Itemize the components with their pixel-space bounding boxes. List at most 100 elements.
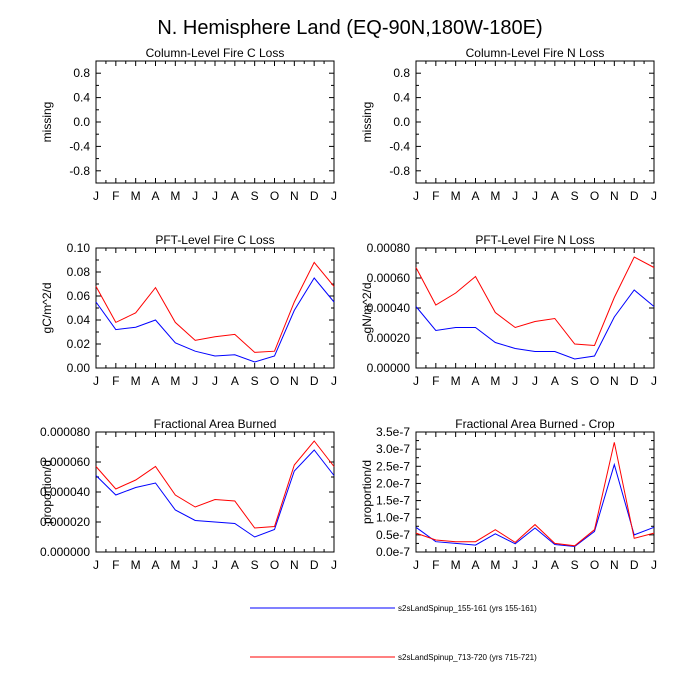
x-tick-label: J <box>532 374 538 388</box>
y-tick-label: -0.4 <box>389 139 410 153</box>
x-tick-label: M <box>170 374 180 388</box>
x-tick-label: N <box>290 374 299 388</box>
x-tick-label: J <box>512 374 518 388</box>
y-tick-label: 2.0e-7 <box>376 476 410 490</box>
y-tick-label: -0.4 <box>69 139 90 153</box>
x-tick-label: J <box>192 189 198 203</box>
y-tick-label: 1.0e-7 <box>376 511 410 525</box>
x-tick-label: M <box>490 189 500 203</box>
x-tick-label: J <box>651 374 657 388</box>
plot-frame <box>95 247 335 369</box>
legend: s2sLandSpinup_155-161 (yrs 155-161) s2sL… <box>250 604 537 662</box>
x-tick-label: J <box>331 189 337 203</box>
x-tick-label: J <box>331 374 337 388</box>
series-line-red <box>415 442 655 547</box>
x-tick-label: S <box>251 374 259 388</box>
x-tick-label: A <box>231 189 239 203</box>
y-axis-label: gC/m^2/d <box>40 283 54 334</box>
y-tick-label: 0.8 <box>73 66 90 80</box>
x-tick-label: F <box>432 558 439 572</box>
x-tick-label: M <box>170 558 180 572</box>
x-tick-label: A <box>551 374 559 388</box>
x-tick-label: O <box>590 558 599 572</box>
x-tick-label: J <box>192 374 198 388</box>
series-line-blue <box>95 449 335 538</box>
x-tick-label: N <box>290 189 299 203</box>
x-tick-label: J <box>192 558 198 572</box>
x-tick-label: S <box>571 558 579 572</box>
x-tick-label: M <box>170 189 180 203</box>
x-tick-label: J <box>413 558 419 572</box>
plot-frame <box>95 431 335 553</box>
y-tick-label: 0.10 <box>67 241 91 255</box>
y-tick-label: 0.0 <box>73 115 90 129</box>
plot-frame <box>95 60 335 184</box>
y-tick-label: 0.0 <box>393 115 410 129</box>
y-axis-label: gN/m^2/d <box>360 283 374 334</box>
series-line-blue <box>95 277 335 363</box>
x-tick-label: D <box>310 558 319 572</box>
x-tick-label: F <box>432 374 439 388</box>
x-tick-label: D <box>630 558 639 572</box>
y-tick-label: 0.00000 <box>367 361 411 375</box>
x-tick-label: A <box>231 558 239 572</box>
panel-title: Fractional Area Burned <box>154 417 277 431</box>
legend-label-red: s2sLandSpinup_713-720 (yrs 715-721) <box>398 653 537 662</box>
panel-6: Fractional Area Burned - Crop proportion/… <box>360 417 657 572</box>
x-tick-label: O <box>270 374 279 388</box>
y-tick-label: 2.5e-7 <box>376 459 410 473</box>
y-tick-label: 0.8 <box>393 66 410 80</box>
x-tick-label: O <box>590 374 599 388</box>
x-tick-label: A <box>151 374 159 388</box>
x-tick-label: J <box>512 558 518 572</box>
y-tick-label: 0.08 <box>67 265 91 279</box>
x-tick-label: J <box>532 558 538 572</box>
y-tick-label: 0.000020 <box>40 515 90 529</box>
x-tick-label: S <box>571 189 579 203</box>
x-tick-label: J <box>331 558 337 572</box>
x-tick-label: J <box>212 189 218 203</box>
y-tick-label: 0.000040 <box>40 485 90 499</box>
x-tick-label: J <box>93 374 99 388</box>
y-tick-label: -0.8 <box>69 164 90 178</box>
x-tick-label: N <box>610 558 619 572</box>
x-tick-label: N <box>610 374 619 388</box>
x-tick-label: D <box>630 189 639 203</box>
series-line-red <box>415 256 655 347</box>
y-tick-label: 3.0e-7 <box>376 442 410 456</box>
panel-title: Column-Level Fire N Loss <box>466 46 605 60</box>
x-tick-label: N <box>610 189 619 203</box>
x-tick-label: J <box>413 189 419 203</box>
panel-title: Column-Level Fire C Loss <box>146 46 285 60</box>
y-tick-label: 0.06 <box>67 289 91 303</box>
x-tick-label: A <box>551 189 559 203</box>
y-tick-label: 0.00060 <box>367 271 411 285</box>
x-tick-label: M <box>451 558 461 572</box>
x-tick-label: O <box>270 189 279 203</box>
x-tick-label: M <box>131 558 141 572</box>
x-tick-label: A <box>471 374 479 388</box>
x-tick-label: O <box>270 558 279 572</box>
y-tick-label: 0.4 <box>393 91 410 105</box>
x-tick-label: F <box>112 558 119 572</box>
x-tick-label: J <box>413 374 419 388</box>
series-line-blue <box>415 462 655 548</box>
x-tick-label: N <box>290 558 299 572</box>
panel-title: PFT-Level Fire C Loss <box>155 233 274 247</box>
plot-frame <box>415 431 655 553</box>
y-tick-label: 3.5e-7 <box>376 425 410 439</box>
x-tick-label: F <box>112 189 119 203</box>
x-tick-label: J <box>532 189 538 203</box>
panel-title: PFT-Level Fire N Loss <box>475 233 594 247</box>
y-tick-label: 0.000080 <box>40 425 90 439</box>
x-tick-label: D <box>310 189 319 203</box>
x-tick-label: J <box>93 189 99 203</box>
y-tick-label: 0.00020 <box>367 331 411 345</box>
series-line-red <box>95 440 335 529</box>
x-tick-label: A <box>471 558 479 572</box>
